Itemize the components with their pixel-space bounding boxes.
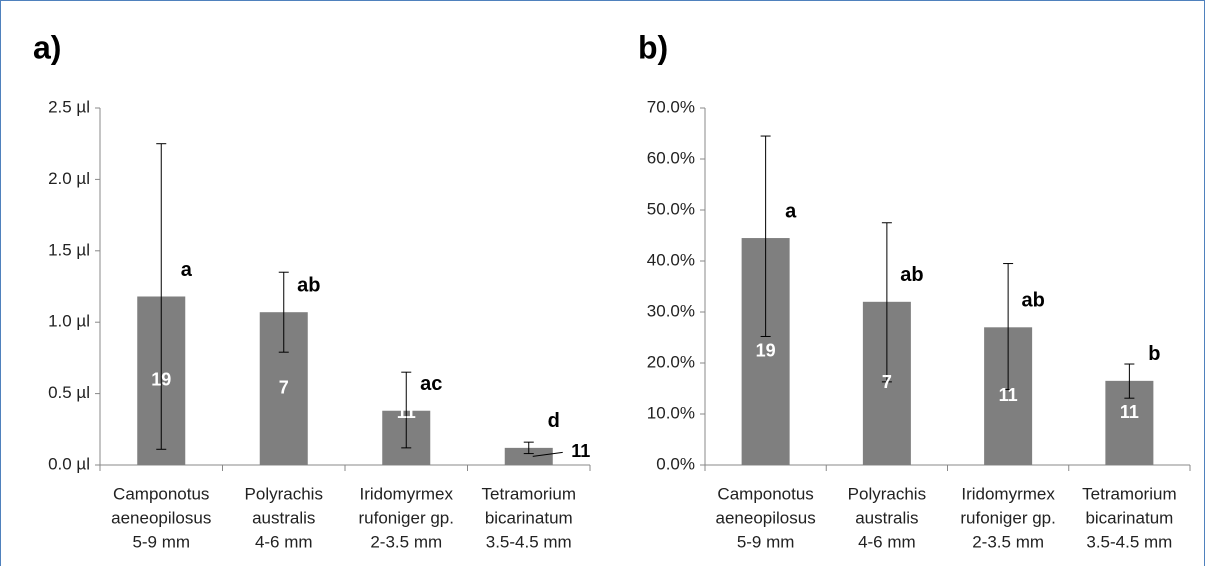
n-label: 11	[999, 385, 1018, 405]
x-tick-label: 2-3.5 mm	[972, 532, 1044, 551]
x-tick-label: Tetramorium	[1082, 484, 1176, 503]
x-tick-label: Iridomyrmex	[961, 484, 1055, 503]
y-tick-label: 1.5 µl	[48, 240, 90, 259]
n-label: 19	[756, 340, 776, 360]
panel-title: b)	[638, 29, 668, 65]
y-tick-label: 40.0%	[647, 250, 695, 269]
x-tick-label: 5-9 mm	[737, 532, 795, 551]
y-tick-label: 20.0%	[647, 352, 695, 371]
n-leader	[532, 451, 563, 457]
y-tick-label: 1.0 µl	[48, 312, 90, 331]
x-tick-label: 2-3.5 mm	[370, 532, 442, 551]
x-tick-label: 3.5-4.5 mm	[1086, 532, 1172, 551]
group-letter: ab	[900, 264, 923, 286]
x-tick-label: australis	[252, 508, 315, 527]
x-tick-label: Tetramorium	[482, 484, 576, 503]
group-letter: a	[181, 259, 193, 281]
x-tick-label: 4-6 mm	[255, 532, 313, 551]
n-label: 11	[397, 402, 416, 422]
group-letter: a	[785, 200, 797, 222]
bar	[504, 447, 553, 465]
x-tick-label: bicarinatum	[1085, 508, 1173, 527]
group-letter: ab	[297, 274, 320, 296]
x-tick-label: rufoniger gp.	[359, 508, 454, 527]
n-label: 11	[1120, 402, 1139, 422]
x-tick-label: 3.5-4.5 mm	[486, 532, 572, 551]
x-tick-label: aeneopilosus	[716, 508, 816, 527]
n-label: 11	[571, 441, 590, 461]
x-tick-label: Polyrachis	[245, 484, 323, 503]
y-tick-label: 2.5 µl	[48, 97, 90, 116]
panel-title: a)	[33, 29, 61, 65]
group-letter: ab	[1021, 290, 1044, 312]
x-tick-label: Camponotus	[717, 484, 813, 503]
y-tick-label: 10.0%	[647, 403, 695, 422]
y-tick-label: 0.0%	[656, 454, 695, 473]
x-tick-label: Polyrachis	[848, 484, 926, 503]
x-tick-label: bicarinatum	[485, 508, 573, 527]
n-label: 7	[279, 377, 289, 397]
x-tick-label: aeneopilosus	[111, 508, 211, 527]
y-tick-label: 30.0%	[647, 301, 695, 320]
n-label: 7	[882, 372, 892, 392]
x-tick-label: australis	[855, 508, 918, 527]
y-tick-label: 50.0%	[647, 199, 695, 218]
y-tick-label: 60.0%	[647, 148, 695, 167]
y-tick-label: 0.0 µl	[48, 454, 90, 473]
x-tick-label: 4-6 mm	[858, 532, 916, 551]
y-tick-label: 70.0%	[647, 97, 695, 116]
n-label: 19	[151, 369, 171, 389]
group-letter: b	[1148, 343, 1160, 365]
y-tick-label: 0.5 µl	[48, 383, 90, 402]
y-tick-label: 2.0 µl	[48, 169, 90, 188]
group-letter: ac	[420, 373, 442, 395]
x-tick-label: Camponotus	[113, 484, 209, 503]
x-tick-label: rufoniger gp.	[960, 508, 1055, 527]
x-tick-label: 5-9 mm	[132, 532, 190, 551]
group-letter: d	[548, 410, 560, 432]
x-tick-label: Iridomyrmex	[359, 484, 453, 503]
